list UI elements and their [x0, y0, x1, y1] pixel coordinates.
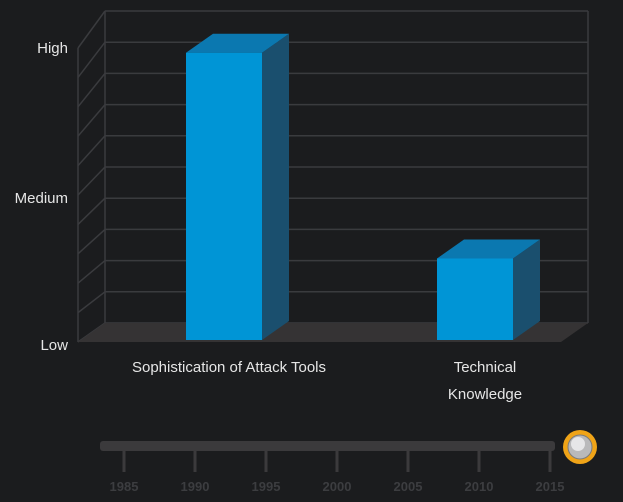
bar-2	[437, 239, 540, 340]
chart-grid	[77, 10, 589, 343]
bar-top-face	[186, 33, 289, 53]
y-tick-label: High	[37, 40, 68, 57]
side-gridline	[77, 10, 106, 49]
slider-year-label[interactable]: 1995	[252, 479, 281, 494]
bar-side-face	[262, 33, 289, 340]
slider-year-label[interactable]: 2005	[394, 479, 423, 494]
side-gridline	[77, 135, 106, 167]
bar-top-face	[437, 239, 540, 259]
bar-series	[186, 33, 540, 340]
y-tick-label: Low	[40, 337, 68, 354]
side-gridline	[77, 166, 106, 196]
side-gridline	[77, 104, 106, 137]
side-gridline	[77, 197, 106, 225]
slider-year-label[interactable]: 2015	[536, 479, 565, 494]
side-gridline	[77, 291, 106, 314]
slider-year-label[interactable]: 1985	[110, 479, 139, 494]
x-category-label: Sophistication of Attack Tools	[132, 359, 326, 376]
x-category-label: Technical	[454, 359, 517, 376]
slider-year-label[interactable]: 1990	[181, 479, 210, 494]
x-axis-category-labels: Sophistication of Attack Tools Technical K…	[132, 359, 522, 403]
slider-track[interactable]	[100, 441, 555, 451]
side-gridline	[77, 41, 106, 78]
x-category-label: Knowledge	[448, 386, 522, 403]
slider-knob[interactable]	[563, 430, 597, 464]
year-slider[interactable]: 1985 1990 1995 2000 2005 2010 2015	[100, 430, 597, 494]
slider-year-label[interactable]: 2010	[465, 479, 494, 494]
y-tick-label: Medium	[15, 190, 68, 207]
bar-1	[186, 33, 289, 340]
bar-side-face	[513, 239, 540, 340]
slider-year-label[interactable]: 2000	[323, 479, 352, 494]
bar-front-face	[437, 258, 513, 340]
y-axis-tick-labels: Low Medium High	[15, 40, 69, 354]
side-gridline	[77, 228, 106, 255]
side-gridline	[77, 72, 106, 108]
bar-front-face	[186, 52, 262, 340]
side-gridline	[77, 260, 106, 284]
